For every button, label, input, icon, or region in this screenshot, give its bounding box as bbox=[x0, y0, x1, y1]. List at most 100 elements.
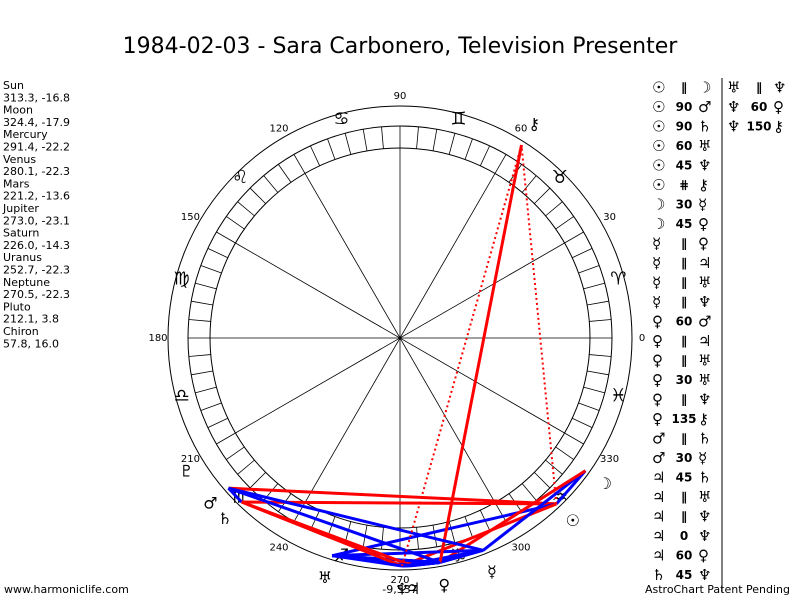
degree-label: 30 bbox=[603, 212, 616, 223]
band-tick bbox=[464, 138, 473, 160]
sign-glyph: ♈ bbox=[610, 269, 626, 290]
planet-name: Sun bbox=[3, 79, 24, 92]
aspect-type: ∥ bbox=[681, 256, 687, 270]
aspect-planet: ☽ bbox=[698, 79, 711, 97]
degree-label: 90 bbox=[394, 91, 407, 102]
band-tick bbox=[589, 354, 612, 357]
planet-glyph: ♂ bbox=[203, 493, 217, 512]
band-tick bbox=[188, 319, 211, 322]
planet-glyph: ♃ bbox=[406, 579, 420, 598]
aspect-line bbox=[520, 144, 558, 505]
outer-circle bbox=[167, 105, 633, 571]
band-tick bbox=[249, 472, 266, 489]
aspect-planet: ♆ bbox=[698, 293, 711, 311]
planet-name: Venus bbox=[3, 153, 36, 166]
band-tick bbox=[534, 472, 551, 489]
band-tick bbox=[381, 126, 384, 149]
band-tick bbox=[534, 187, 551, 204]
aspect-planet: ♆ bbox=[698, 157, 711, 175]
degree-label: 60 bbox=[515, 123, 528, 134]
band-tick bbox=[521, 483, 537, 501]
aspect-planet: ♂ bbox=[652, 430, 665, 448]
aspect-planet: ♆ bbox=[727, 118, 740, 136]
aspect-line bbox=[227, 487, 243, 504]
sign-glyph: ♉ bbox=[552, 167, 568, 188]
band-tick bbox=[587, 300, 609, 306]
footer-left: www.harmoniclife.com bbox=[4, 583, 129, 596]
aspect-planet: ☿ bbox=[652, 274, 661, 292]
aspect-planet: ♀ bbox=[652, 371, 663, 389]
aspect-type: ∥ bbox=[681, 334, 687, 348]
planet-name: Uranus bbox=[3, 251, 42, 264]
aspect-planet: ☉ bbox=[652, 79, 665, 97]
band-tick bbox=[293, 154, 306, 174]
aspect-type: 60 bbox=[676, 549, 693, 563]
degree-label: 330 bbox=[600, 454, 619, 465]
aspect-planet: ♄ bbox=[698, 430, 711, 448]
aspect-planet: ♀ bbox=[652, 352, 663, 370]
aspect-type: ∥ bbox=[681, 354, 687, 368]
band-tick bbox=[362, 129, 368, 151]
planet-coords: 291.4, -22.2 bbox=[3, 141, 70, 154]
planet-coords: 252.7, -22.3 bbox=[3, 264, 70, 277]
band-tick bbox=[479, 145, 490, 166]
aspect-type: ∥ bbox=[681, 432, 687, 446]
degree-label: 210 bbox=[181, 454, 200, 465]
band-tick bbox=[207, 248, 228, 259]
aspect-planet: ♆ bbox=[698, 527, 711, 545]
planet-glyph: ☿ bbox=[487, 562, 497, 581]
planet-glyph: ♆ bbox=[395, 579, 409, 598]
band-tick bbox=[216, 231, 236, 244]
sign-glyph: ♎ bbox=[174, 385, 190, 406]
aspect-planet: ♃ bbox=[652, 527, 665, 545]
aspect-line bbox=[228, 486, 557, 506]
aspect-planet: ☿ bbox=[698, 196, 707, 214]
band-tick bbox=[572, 417, 593, 428]
band-tick bbox=[521, 175, 537, 193]
aspect-type: 60 bbox=[676, 139, 693, 153]
aspect-planet: ♆ bbox=[698, 566, 711, 584]
aspect-type: 30 bbox=[676, 373, 693, 387]
aspect-type: 60 bbox=[751, 100, 768, 114]
band-tick bbox=[327, 138, 336, 160]
aspect-line bbox=[401, 560, 441, 568]
planet-coords: 57.8, 16.0 bbox=[3, 337, 59, 350]
aspect-planet: ⚷ bbox=[698, 176, 709, 194]
band-tick bbox=[448, 521, 456, 543]
aspect-planet: ☿ bbox=[652, 235, 661, 253]
band-tick bbox=[464, 516, 473, 538]
planet-name: Pluto bbox=[3, 300, 31, 313]
band-tick bbox=[555, 216, 574, 230]
band-tick bbox=[278, 164, 292, 183]
band-tick bbox=[263, 175, 279, 193]
aspect-type: ⋕ bbox=[679, 178, 689, 192]
aspect-planet: ☿ bbox=[698, 449, 707, 467]
aspect-type: 30 bbox=[676, 451, 693, 465]
aspect-planet: ♀ bbox=[698, 547, 709, 565]
degree-label: 120 bbox=[269, 123, 288, 134]
aspect-line bbox=[241, 500, 557, 506]
aspect-planet: ♆ bbox=[698, 391, 711, 409]
aspect-planet: ♅ bbox=[698, 371, 711, 389]
band-tick bbox=[545, 459, 563, 475]
band-tick bbox=[195, 282, 217, 290]
band-tick bbox=[226, 216, 245, 230]
band-tick bbox=[195, 386, 217, 394]
aspect-planet: ♅ bbox=[698, 352, 711, 370]
planet-name: Saturn bbox=[3, 227, 39, 240]
aspect-type: 90 bbox=[676, 120, 693, 134]
wheel: 0306090120150180210240270300330♈♉♊♋♌♍♎♏♐… bbox=[148, 91, 645, 596]
band-tick bbox=[572, 248, 593, 259]
band-tick bbox=[448, 133, 456, 155]
aspect-line bbox=[482, 469, 587, 552]
aspect-planet: ♀ bbox=[698, 215, 709, 233]
aspect-line bbox=[331, 554, 403, 568]
planet-coords: 280.1, -22.3 bbox=[3, 165, 70, 178]
aspect-planet: ♆ bbox=[773, 79, 786, 97]
sign-glyph: ♋ bbox=[333, 109, 349, 130]
band-tick bbox=[207, 417, 228, 428]
aspect-line bbox=[227, 486, 441, 564]
aspect-planet: ♃ bbox=[652, 508, 665, 526]
aspect-planet: ♅ bbox=[698, 137, 711, 155]
band-tick bbox=[564, 231, 584, 244]
